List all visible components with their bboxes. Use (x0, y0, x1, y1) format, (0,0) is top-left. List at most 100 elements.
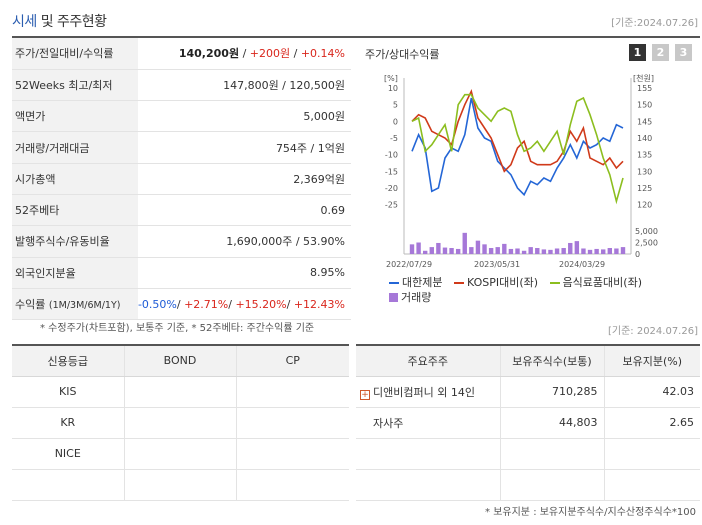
table-row[interactable]: + 디앤비컴퍼니 외 14인 710,285 42.03 (356, 376, 700, 408)
chart-tab-1[interactable]: 1 (629, 44, 646, 61)
volume-bar (521, 250, 527, 254)
chart-tab-2[interactable]: 2 (652, 44, 669, 61)
left-axis-unit: [%] (384, 74, 398, 83)
reference-date-2: [기준: 2024.07.26] (607, 326, 698, 337)
holder-shares: 44,803 (499, 407, 604, 439)
volume-tick-label: 2,500 (635, 239, 658, 248)
x-tick-label: 2024/03/29 (559, 260, 605, 269)
legend-item-kospi: KOSPI대비(좌) (453, 276, 539, 289)
volume-label: 거래량/거래대금 (12, 131, 138, 164)
legend-label: 대한제분 (402, 276, 443, 289)
col-pct: 보유지분(%) (603, 344, 700, 377)
credit-rating-table: 신용등급 BOND CP KIS KR NICE (12, 344, 349, 501)
credit-header-row: 신용등급 BOND CP (12, 344, 349, 377)
col-bond: BOND (123, 344, 236, 377)
volume-bar (449, 248, 454, 254)
right-tick-label: 140 (637, 134, 652, 143)
volume-bar (515, 248, 520, 254)
row-returns: 수익률 (1M/3M/6M/1Y) -0.50%/ +2.71%/ +15.20… (12, 288, 351, 321)
shares-value: 1,690,000주 / 53.90% (137, 225, 351, 258)
return-3m: +2.71% (184, 297, 229, 311)
col-cp: CP (235, 344, 349, 377)
chart-legend: 대한제분 KOSPI대비(좌) 음식료품대비(좌) 거래량 (389, 275, 689, 305)
chart-tabs: 1 2 3 (629, 44, 692, 61)
beta-label: 52주베타 (12, 194, 138, 227)
cp-cell (235, 407, 349, 439)
holders-header-row: 주요주주 보유주식수(보통) 보유지분(%) (356, 344, 700, 377)
volume-bar (554, 248, 560, 254)
beta-value: 0.69 (137, 194, 351, 227)
title-accent: 시세 (12, 14, 37, 30)
week52-label: 52Weeks 최고/최저 (12, 69, 138, 102)
row-mcap: 시가총액 2,369억원 (12, 163, 351, 195)
holder-shares (499, 469, 604, 501)
foreign-label: 외국인지분율 (12, 257, 138, 289)
bond-cell (123, 469, 236, 501)
returns-label: 수익률 (1M/3M/6M/1Y) (12, 288, 138, 321)
right-axis-unit: [천원] (633, 73, 654, 83)
left-tick-label: 10 (388, 84, 398, 93)
series-line (411, 97, 624, 197)
reference-date: [기준:2024.07.26] (611, 18, 698, 29)
foreign-value: 8.95% (137, 257, 351, 289)
return-6m: +15.20% (235, 297, 287, 311)
legend-item-stock: 대한제분 (389, 276, 442, 289)
major-shareholders-table: 주요주주 보유주식수(보통) 보유지분(%) + 디앤비컴퍼니 외 14인 710… (356, 344, 700, 501)
table-row: KIS (12, 376, 349, 408)
expand-plus-icon[interactable]: + (360, 389, 370, 400)
volume-bar (614, 248, 619, 254)
agency-cell: KR (12, 407, 124, 439)
volume-bar (482, 244, 487, 254)
chart-tab-3[interactable]: 3 (675, 44, 692, 61)
table-row: NICE (12, 438, 349, 470)
row-foreign: 외국인지분율 8.95% (12, 257, 351, 289)
right-tick-label: 150 (637, 101, 652, 110)
volume-bar (488, 248, 494, 254)
right-tick-label: 120 (637, 201, 652, 210)
table-row (356, 469, 700, 501)
volume-bar (535, 248, 540, 254)
holder-name (356, 469, 500, 501)
row-shares: 발행주식수/유동비율 1,690,000주 / 53.90% (12, 225, 351, 258)
left-tick-label: -15 (385, 167, 398, 176)
table-row (356, 438, 700, 470)
row-price: 주가/전일대비/수익률 140,200원 / +200원 / +0.14% (12, 38, 351, 70)
bond-cell (123, 407, 236, 439)
volume-bar (442, 247, 448, 254)
holder-shares: 710,285 (499, 376, 604, 408)
holder-name (356, 438, 500, 470)
holders-note: * 보유지분 : 보유지분주식수/지수산정주식수*100 (485, 507, 696, 518)
volume-bar (495, 247, 500, 254)
price-change-pct: +0.14% (300, 47, 345, 61)
left-tick-label: 5 (393, 101, 398, 110)
row-beta: 52주베타 0.69 (12, 194, 351, 227)
x-tick-label: 2023/05/31 (474, 260, 520, 269)
right-tick-label: 145 (637, 117, 652, 126)
volume-bar (462, 232, 467, 254)
price-note: * 수정주가(차트포함), 보통주 기준, * 52주베타: 주간수익률 기준 (40, 323, 315, 334)
volume-bar (541, 249, 547, 254)
volume-bar (594, 248, 599, 254)
return-1y: +12.43% (293, 297, 345, 311)
holder-name: 디앤비컴퍼니 외 14인 (373, 385, 475, 399)
volume-bar (581, 248, 586, 254)
holder-shares (499, 438, 604, 470)
sep: / (286, 297, 294, 311)
left-tick-label: -20 (385, 184, 398, 193)
holder-name-cell[interactable]: + 디앤비컴퍼니 외 14인 (356, 376, 500, 408)
volume-bar (502, 243, 507, 254)
row-volume: 거래량/거래대금 754주 / 1억원 (12, 131, 351, 164)
chart-panel: 주가/상대수익률 1 2 3 [%] [천원] 10 5 0 -5 -10 -15 -20 -25… (359, 38, 700, 306)
volume-bar (548, 249, 553, 254)
shares-label: 발행주식수/유동비율 (12, 225, 138, 258)
volume-bar (620, 247, 626, 254)
returns-label-sub: (1M/3M/6M/1Y) (48, 300, 121, 312)
mcap-label: 시가총액 (12, 163, 138, 195)
legend-label: KOSPI대비(좌) (466, 276, 539, 289)
left-tick-label: -25 (385, 201, 398, 210)
cp-cell (235, 469, 349, 501)
volume-bar (422, 250, 428, 254)
volume-bar (574, 241, 580, 254)
par-value: 5,000원 (137, 100, 351, 133)
agency-cell: KIS (12, 376, 124, 408)
